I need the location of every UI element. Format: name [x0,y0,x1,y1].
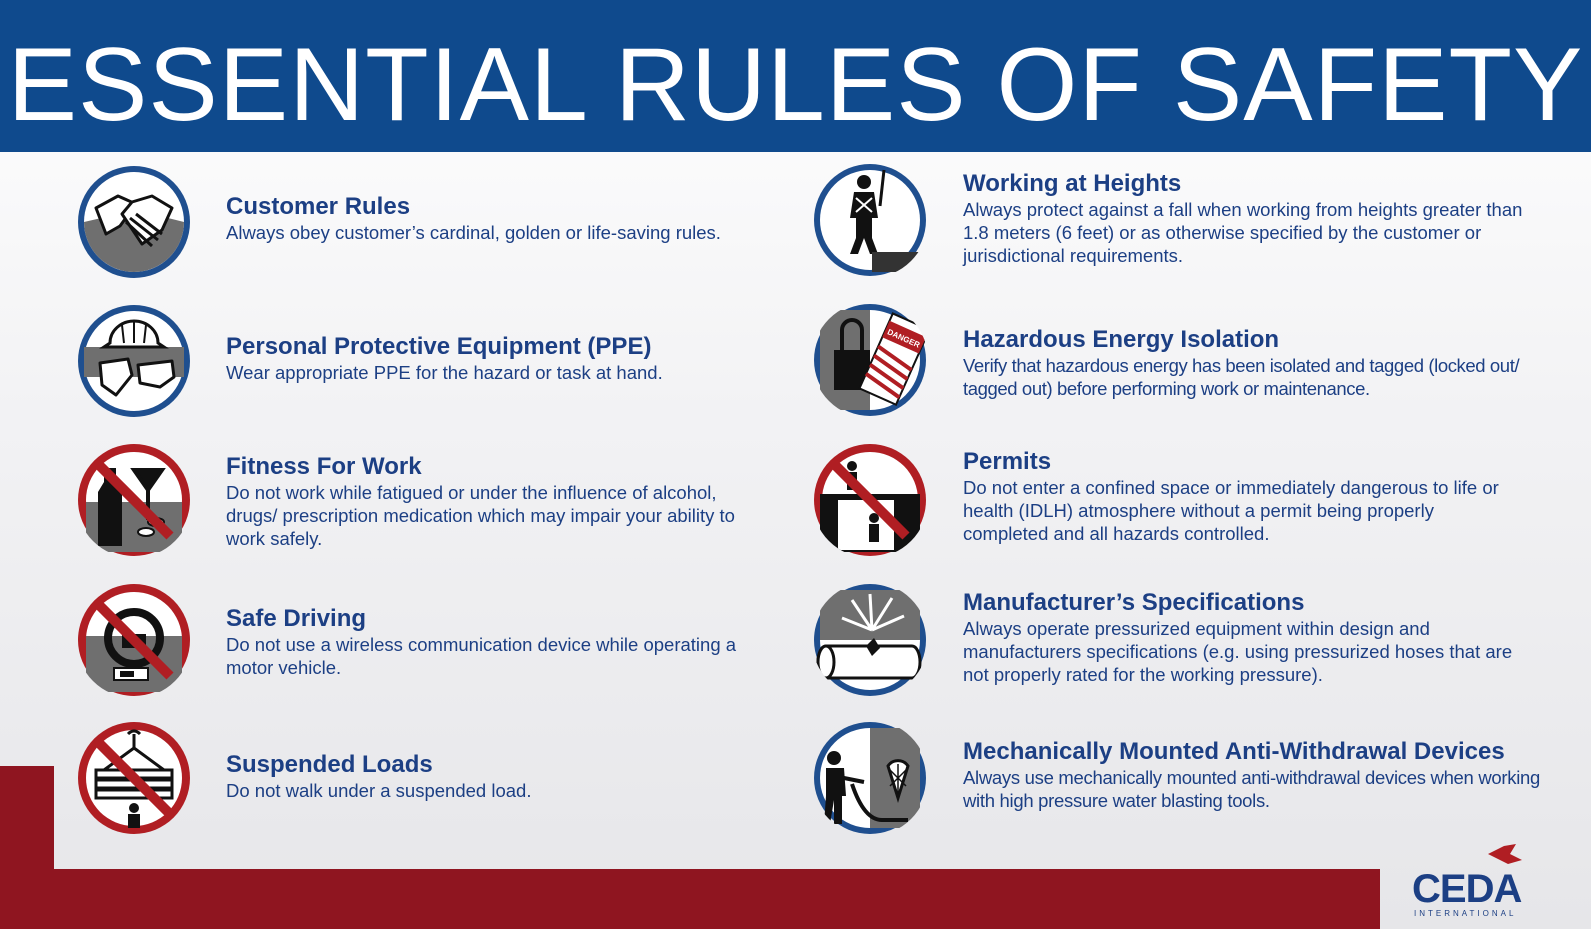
rule-text: Verify that hazardous energy has been is… [963,355,1520,399]
ppe-icon [76,303,192,419]
rule-text: Do not enter a confined space or immedia… [963,477,1499,544]
rule-title: Suspended Loads [226,751,433,778]
logo-subtitle: INTERNATIONAL [1414,909,1516,918]
ceda-logo: CEDA INTERNATIONAL [1412,844,1542,924]
rule-title: Working at Heights [963,170,1182,197]
no-alcohol-drugs-icon [76,442,192,558]
rule-title: Fitness For Work [226,453,422,480]
rule-title: Manufacturer’s Specifications [963,589,1305,616]
no-phone-driving-icon [76,582,192,698]
rule-title: Personal Protective Equipment (PPE) [226,333,652,360]
rule-title: Hazardous Energy Isolation [963,326,1280,353]
logo-wordmark: CEDA [1412,867,1521,911]
no-suspended-load-icon [76,720,192,836]
anti-withdrawal-device-icon [812,720,928,836]
rule-title: Mechanically Mounted Anti-Withdrawal Dev… [963,738,1505,765]
rule-text: Do not walk under a suspended load. [226,780,532,801]
rule-text: Always obey customer’s cardinal, golden … [226,222,721,243]
rule-text: Always use mechanically mounted anti-wit… [963,767,1541,811]
rule-text: Do not work while fatigued or under the … [226,482,735,549]
red-accent-bar-bottom [0,869,1380,929]
rule-text: Always operate pressurized equipment wit… [963,618,1513,685]
header-banner: ESSENTIAL RULES OF SAFETY [0,0,1591,152]
no-confined-space-icon [812,442,928,558]
handshake-icon [76,164,192,280]
rule-title: Permits [963,448,1052,475]
page-title: ESSENTIAL RULES OF SAFETY [7,27,1584,143]
hose-burst-icon [812,582,928,698]
fall-harness-icon [812,162,928,278]
rule-text: Always protect against a fall when worki… [963,199,1523,266]
rule-text: Wear appropriate PPE for the hazard or t… [226,362,663,383]
rule-title: Customer Rules [226,193,411,220]
lockout-tag-icon: DANGER [812,302,928,418]
rule-title: Safe Driving [226,605,367,632]
rule-text: Do not use a wireless communication devi… [226,634,737,678]
